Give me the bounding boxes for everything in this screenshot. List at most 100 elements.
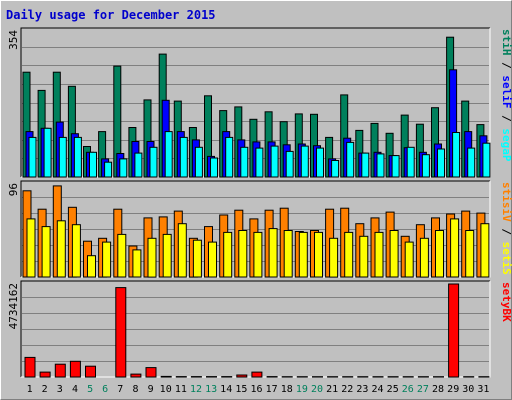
bar-sites-day-18 [283,230,293,278]
bar-sites-day-16 [253,231,263,278]
bar-sites-day-27 [419,237,429,278]
bar-pages-day-12 [194,146,203,178]
bar-sites-day-21 [329,237,339,278]
bar-pages-day-30 [467,147,476,178]
legend-sites: setiS [500,242,512,275]
x-tick-label-day-16: 16 [250,384,262,395]
x-tick-label-day-30: 30 [462,384,474,395]
x-tick-label-day-5: 5 [87,384,93,395]
bar-sites-day-1 [26,218,36,278]
x-tick-label-day-29: 29 [447,384,459,395]
bar-sites-day-31 [480,223,490,278]
x-tick-label-day-26: 26 [402,384,414,395]
bar-sites-day-25 [389,230,399,278]
x-tick-label-day-25: 25 [387,384,399,395]
x-tick-label-day-6: 6 [102,384,108,395]
bar-kbytes-day-16 [251,371,263,378]
panel-hits-max-label: 354 [7,30,20,50]
bar-sites-day-29 [450,218,460,278]
panel-hits-border-dark [20,27,490,177]
x-tick-label-day-11: 11 [175,384,187,395]
legend-separator: / [500,109,512,129]
panel-kbytes-border-dark [20,280,490,377]
x-tick-label-day-21: 21 [326,384,338,395]
bar-pages-day-16 [255,147,264,178]
chart-title: Daily usage for December 2015 [6,8,216,22]
panel-visits-max-label: 96 [7,183,20,196]
bar-pages-day-31 [482,142,491,178]
x-tick-label-day-8: 8 [132,384,138,395]
bar-pages-day-29 [452,132,461,178]
panel-hits-legend: stiH / seliF / segaP [500,29,512,162]
x-tick-label-day-10: 10 [160,384,172,395]
bar-pages-day-10 [164,131,173,178]
bar-pages-day-19 [300,145,309,178]
bar-pages-day-22 [346,141,355,178]
legend-hits: stiH [500,29,512,56]
bar-sites-day-28 [435,230,444,278]
x-tick-label-day-27: 27 [417,384,429,395]
bar-kbytes-day-2 [39,371,51,378]
bar-sites-day-13 [208,241,217,278]
panel-kbytes-legend: setyBK [500,282,512,322]
x-tick-label-day-23: 23 [356,384,368,395]
bar-pages-day-1 [28,136,37,178]
bar-sites-day-15 [238,230,248,278]
panel-kbytes-max-label: 4734162 [7,283,20,329]
bar-sites-day-11 [177,223,187,278]
bar-kbytes-day-4 [69,360,81,378]
bar-kbytes-day-8 [130,373,142,378]
x-tick-label-day-31: 31 [477,384,489,395]
bar-pages-day-15 [240,146,249,178]
bar-sites-day-10 [162,233,172,278]
bar-pages-day-9 [149,146,158,178]
bar-pages-day-14 [225,136,234,178]
x-tick-label-day-9: 9 [148,384,154,395]
bar-pages-day-5 [89,151,97,178]
bar-sites-day-6 [102,241,112,278]
x-tick-label-day-18: 18 [281,384,293,395]
bar-pages-day-11 [179,136,188,178]
bar-sites-day-5 [87,255,96,278]
bar-pages-day-2 [43,127,52,178]
bar-kbytes-day-1 [24,356,36,378]
x-tick-label-day-13: 13 [205,384,217,395]
bar-pages-day-27 [421,154,430,178]
x-tick-label-day-2: 2 [42,384,48,395]
bar-pages-day-18 [285,150,294,178]
bar-sites-day-2 [41,226,51,278]
legend-separator: / [500,222,512,242]
x-tick-label-day-14: 14 [220,384,232,395]
bar-kbytes-day-10 [160,375,172,378]
bar-sites-day-20 [314,231,323,278]
x-tick-label-day-17: 17 [266,384,278,395]
bar-kbytes-day-29 [448,283,460,378]
bar-sites-day-7 [117,233,127,278]
bar-pages-day-23 [361,152,370,178]
bar-sites-day-8 [132,249,142,278]
bar-sites-day-9 [147,237,157,278]
legend-files: seliF [500,75,512,108]
legend-separator: / [500,56,512,76]
x-tick-label-day-22: 22 [341,384,353,395]
bar-sites-day-22 [344,231,354,278]
bar-pages-day-13 [210,157,218,178]
legend-kbytes: setyBK [500,282,512,322]
bar-kbytes-day-7 [115,287,127,378]
bar-kbytes-day-15 [236,374,248,378]
x-tick-label-day-20: 20 [311,384,323,395]
bar-sites-day-23 [359,235,369,278]
bar-sites-day-4 [71,224,81,278]
x-tick-label-day-12: 12 [190,384,202,395]
panel-visits-border-dark [20,180,490,277]
x-tick-label-day-4: 4 [72,384,78,395]
bar-pages-day-4 [73,136,82,178]
bar-pages-day-26 [406,146,415,178]
bar-sites-day-30 [465,230,475,278]
bar-sites-day-3 [56,220,66,278]
x-tick-label-day-28: 28 [432,384,444,395]
bar-pages-day-3 [58,136,67,178]
x-tick-label-day-1: 1 [27,384,33,395]
